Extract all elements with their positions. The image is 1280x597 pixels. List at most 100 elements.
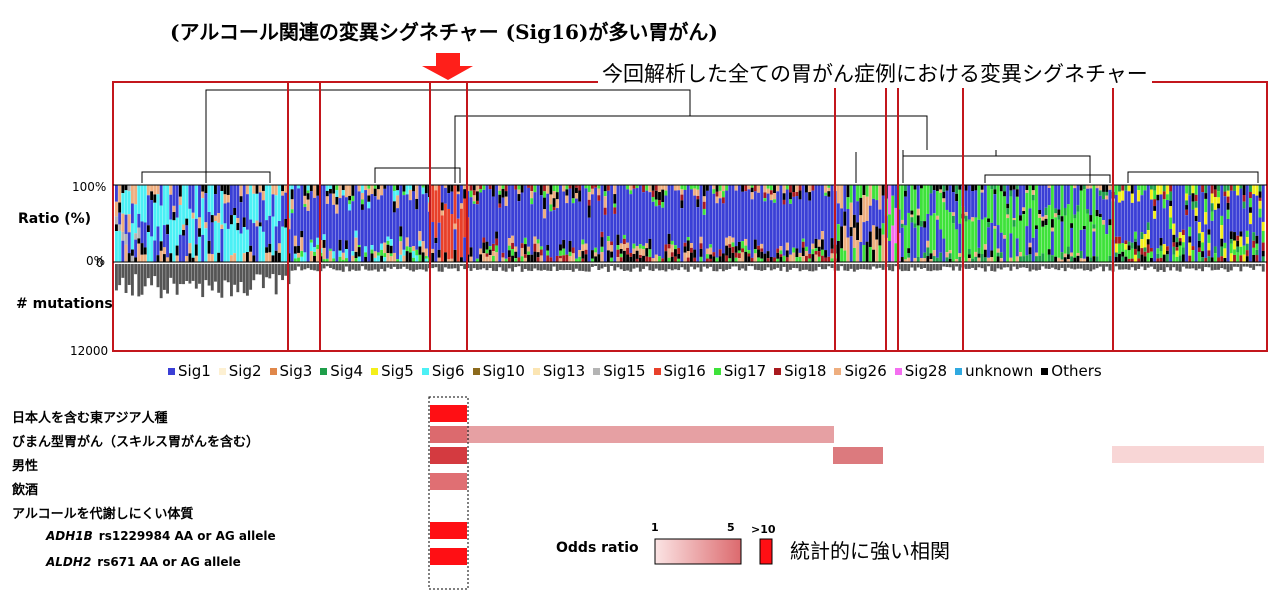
bar-segment	[565, 195, 569, 204]
bar-segment	[632, 243, 636, 249]
bar-segment	[1006, 203, 1010, 209]
bar-segment	[865, 241, 869, 262]
bar-segment	[198, 236, 201, 262]
bar-segment	[456, 191, 460, 195]
bar-segment	[776, 185, 780, 192]
bar-segment	[511, 249, 514, 256]
bar-segment	[271, 216, 275, 256]
bar-segment	[559, 258, 562, 262]
bar-segment	[223, 194, 227, 204]
bar-segment	[1233, 190, 1236, 233]
mutation-bar	[651, 264, 655, 272]
bar-segment	[1044, 215, 1048, 219]
bar-segment	[150, 191, 154, 201]
bar-segment	[1006, 185, 1010, 204]
mutation-bar	[370, 264, 374, 271]
bar-segment	[830, 258, 834, 262]
bar-segment	[472, 195, 476, 202]
bar-segment	[357, 185, 361, 192]
bar-segment	[1041, 226, 1045, 254]
bar-segment	[1035, 185, 1038, 226]
bar-segment	[143, 254, 147, 262]
bar-segment	[779, 246, 783, 251]
bar-segment	[220, 229, 224, 262]
bar-segment	[1047, 185, 1051, 188]
bar-segment	[357, 191, 361, 245]
bar-segment	[475, 191, 479, 201]
bar-segment	[520, 256, 524, 262]
bar-segment	[1082, 226, 1086, 230]
bar-segment	[332, 251, 336, 259]
mutation-bar	[511, 264, 514, 272]
mutation-bar	[230, 264, 233, 297]
bar-segment	[332, 258, 336, 262]
bar-segment	[635, 188, 639, 246]
bar-segment	[1185, 185, 1189, 194]
bar-segment	[1108, 255, 1112, 262]
bar-segment	[1204, 193, 1208, 199]
bar-segment	[300, 250, 304, 257]
bar-segment	[431, 185, 435, 223]
bar-segment	[734, 190, 738, 247]
mutation-bar	[782, 264, 786, 267]
bar-segment	[306, 199, 310, 211]
bar-segment	[977, 219, 981, 248]
bar-segment	[1098, 185, 1102, 191]
mutation-bar	[677, 264, 681, 271]
bar-segment	[482, 185, 486, 190]
mutation-bar	[1054, 264, 1058, 270]
mutation-bar	[313, 264, 316, 271]
bar-segment	[1146, 230, 1150, 240]
bar-segment	[629, 185, 633, 191]
bar-segment	[520, 247, 524, 257]
bar-segment	[942, 191, 946, 199]
bar-segment	[677, 254, 681, 259]
bar-segment	[581, 244, 585, 252]
bar-segment	[309, 251, 313, 262]
bar-segment	[316, 185, 320, 196]
legend-item-sig1: Sig1	[168, 362, 211, 380]
bar-segment	[1255, 255, 1259, 262]
bar-segment	[999, 232, 1003, 253]
bar-segment	[606, 236, 610, 242]
bar-segment	[418, 246, 422, 255]
bar-segment	[872, 225, 875, 250]
mutation-bar	[594, 264, 598, 267]
bar-segment	[1003, 185, 1006, 192]
bar-segment	[150, 200, 154, 237]
mutation-bar	[306, 264, 310, 269]
mutation-bar	[725, 264, 729, 270]
bar-segment	[245, 229, 249, 253]
legend-swatch	[894, 367, 902, 375]
mutation-bar	[1217, 264, 1220, 270]
bar-segment	[773, 193, 776, 200]
bar-segment	[1207, 185, 1211, 230]
bar-segment	[597, 188, 601, 196]
bar-segment	[575, 258, 578, 262]
bar-segment	[1044, 207, 1048, 216]
bar-segment	[1197, 252, 1201, 262]
bar-segment	[1181, 254, 1185, 262]
bar-segment	[274, 195, 278, 227]
bar-segment	[916, 215, 920, 226]
bar-segment	[683, 185, 687, 190]
legend-label: Sig13	[542, 362, 586, 380]
mutation-bar	[827, 264, 831, 267]
bar-segment	[220, 224, 224, 230]
bar-segment	[533, 251, 537, 262]
bar-segment	[1255, 185, 1259, 196]
bar-segment	[380, 195, 384, 244]
mutation-bar	[578, 264, 582, 271]
bar-segment	[1028, 185, 1032, 209]
bar-segment	[1191, 201, 1195, 210]
bar-segment	[1169, 206, 1173, 218]
mutation-bar	[571, 264, 575, 272]
bar-segment	[878, 228, 882, 246]
bar-segment	[226, 194, 230, 203]
bar-segment	[239, 196, 243, 203]
bar-segment	[584, 254, 588, 262]
bar-segment	[987, 218, 990, 223]
mutation-bar	[805, 264, 808, 270]
mutation-bar	[1063, 264, 1067, 272]
bar-segment	[856, 185, 859, 202]
